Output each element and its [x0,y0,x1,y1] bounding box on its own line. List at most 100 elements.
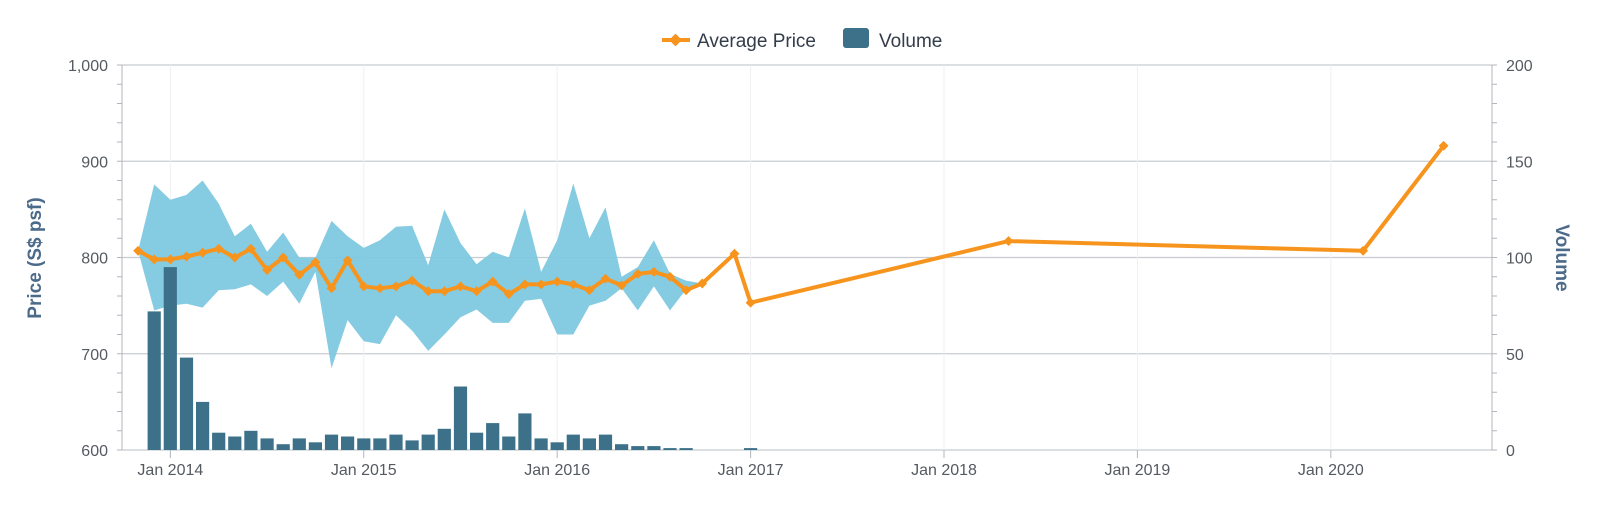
y-right-tick-label: 100 [1506,251,1533,268]
volume-bar[interactable] [389,434,403,450]
y-axis-left-title: Price (S$ psf) [25,197,46,318]
volume-bar[interactable] [421,434,435,450]
average-price-point[interactable] [407,275,418,286]
volume-bar[interactable] [341,436,355,451]
average-price-point[interactable] [632,268,643,279]
volume-bar[interactable] [502,436,516,451]
volume-bar[interactable] [631,446,645,450]
average-price-point[interactable] [165,254,176,265]
average-price-point[interactable] [423,286,434,297]
average-price-point[interactable] [262,265,273,275]
average-price-point[interactable] [439,286,450,297]
average-price-point[interactable] [584,285,595,296]
average-price-point[interactable] [213,243,224,254]
volume-bar[interactable] [582,438,596,450]
volume-bar[interactable] [373,438,387,450]
average-price-point[interactable] [1438,140,1449,151]
average-price-point[interactable] [294,269,305,280]
average-price-point[interactable] [745,297,756,308]
volume-bar[interactable] [179,357,194,450]
average-price-point[interactable] [342,255,353,266]
average-price-point[interactable] [455,281,466,292]
average-price-point[interactable] [536,279,547,290]
price-range-band [138,180,703,369]
average-price-point[interactable] [503,289,514,300]
volume-bar[interactable] [534,438,548,450]
volume-bar[interactable] [405,440,419,450]
volume-bar[interactable] [276,444,290,450]
y-right-tick-label: 50 [1506,347,1524,364]
volume-bar[interactable] [615,444,629,450]
x-tick-label: Jan 2017 [718,462,784,479]
volume-bar[interactable] [437,428,451,450]
volume-bar[interactable] [147,311,161,450]
average-price-point[interactable] [374,283,385,294]
volume-bar[interactable] [518,413,532,450]
average-price-point[interactable] [133,245,144,256]
volume-bar[interactable] [308,442,322,450]
volume-bar[interactable] [566,434,580,450]
y-left-tick-label: 1,000 [68,58,108,75]
average-price-point[interactable] [729,248,740,259]
legend-label-average-price: Average Price [697,31,816,52]
average-price-point[interactable] [568,279,579,290]
volume-bar[interactable] [663,448,677,450]
average-price-point[interactable] [229,252,240,263]
average-price-point[interactable] [681,285,692,296]
volume-bar[interactable] [647,446,661,450]
volume-bar[interactable] [324,434,339,450]
average-price-point[interactable] [1358,245,1369,256]
y-right-tick-label: 200 [1506,58,1533,75]
y-axis-right-title: Volume [1551,224,1572,291]
average-price-series [133,140,1449,308]
average-price-point[interactable] [181,251,192,262]
legend-label-volume: Volume [879,31,942,52]
volume-bar[interactable] [744,448,758,450]
average-price-point[interactable] [197,247,208,258]
average-price-point[interactable] [278,252,289,263]
volume-bar[interactable] [212,432,226,450]
volume-bar[interactable] [679,448,693,450]
volume-bar[interactable] [550,442,564,450]
average-price-point[interactable] [358,281,369,292]
average-price-point[interactable] [552,276,563,287]
average-price-point[interactable] [648,266,659,277]
average-price-point[interactable] [616,280,627,291]
x-tick-label: Jan 2019 [1104,462,1170,479]
average-price-point[interactable] [471,286,482,297]
average-price-point[interactable] [600,273,611,284]
average-price-point[interactable] [245,243,256,254]
volume-bar[interactable] [228,436,242,451]
x-tick-label: Jan 2020 [1298,462,1364,479]
legend-item-volume[interactable]: Volume [843,28,942,52]
average-price-point[interactable] [391,281,401,292]
average-price-point[interactable] [149,254,160,265]
average-price-point[interactable] [310,257,321,268]
average-price-point[interactable] [665,271,675,282]
average-price-point[interactable] [326,283,337,294]
y-right-tick-label: 150 [1506,154,1533,171]
y-left-tick-label: 700 [81,347,108,364]
volume-bar[interactable] [196,401,210,450]
average-price-point[interactable] [1003,236,1014,247]
y-left-tick-label: 800 [81,251,108,268]
legend-swatch-volume [843,28,869,48]
y-left-tick-label: 600 [81,443,108,460]
volume-bar[interactable] [292,438,306,450]
volume-bar[interactable] [163,267,177,450]
volume-bar[interactable] [486,423,500,450]
volume-bar[interactable] [260,438,274,450]
average-price-point[interactable] [697,278,708,289]
volume-bar[interactable] [244,430,258,451]
average-price-point[interactable] [519,279,530,290]
axes: 600 700 800 900 1,000 0 50 100 150 200 Jan 2014 Jan… [68,58,1533,479]
legend-item-average-price[interactable]: Average Price [662,31,816,52]
volume-bar[interactable] [470,432,484,450]
volume-bar[interactable] [357,438,371,450]
legend-marker-average-price [669,33,682,47]
average-price-point[interactable] [487,276,498,287]
volume-bar[interactable] [453,386,468,451]
volume-bar[interactable] [598,434,613,450]
price-range-layer [138,180,703,369]
